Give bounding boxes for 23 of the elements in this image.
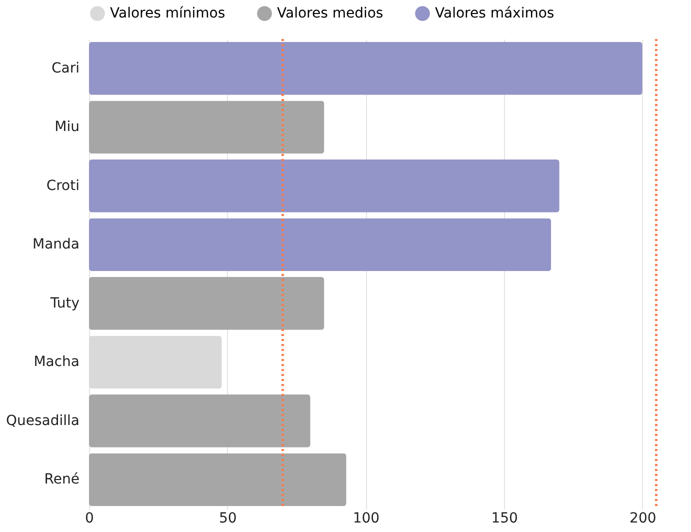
- y-tick-label: Cari: [52, 60, 80, 76]
- bar: [89, 394, 310, 448]
- x-tick-label: 200: [630, 510, 656, 526]
- x-tick-label: 50: [218, 510, 237, 526]
- bar: [89, 159, 560, 212]
- y-tick-label: Quesadilla: [6, 412, 80, 429]
- legend-label: Valores máximos: [435, 6, 554, 22]
- y-tick-label: Manda: [32, 236, 80, 253]
- bar: [89, 42, 642, 95]
- bar: [89, 276, 324, 330]
- y-tick-label: Croti: [46, 178, 80, 194]
- x-tick-label: 150: [491, 510, 518, 526]
- bar: [89, 218, 552, 272]
- y-tick-label: Miu: [54, 119, 80, 136]
- y-tick-label: Tuty: [49, 295, 80, 312]
- y-tick-label: Macha: [34, 354, 80, 370]
- legend-label: Valores mínimos: [110, 6, 226, 22]
- x-tick-label: 0: [85, 510, 94, 526]
- legend-label: Valores medios: [277, 6, 384, 22]
- bar: [89, 453, 346, 506]
- x-tick-label: 100: [352, 510, 380, 526]
- bar: [89, 100, 324, 154]
- y-tick-label: René: [44, 472, 80, 488]
